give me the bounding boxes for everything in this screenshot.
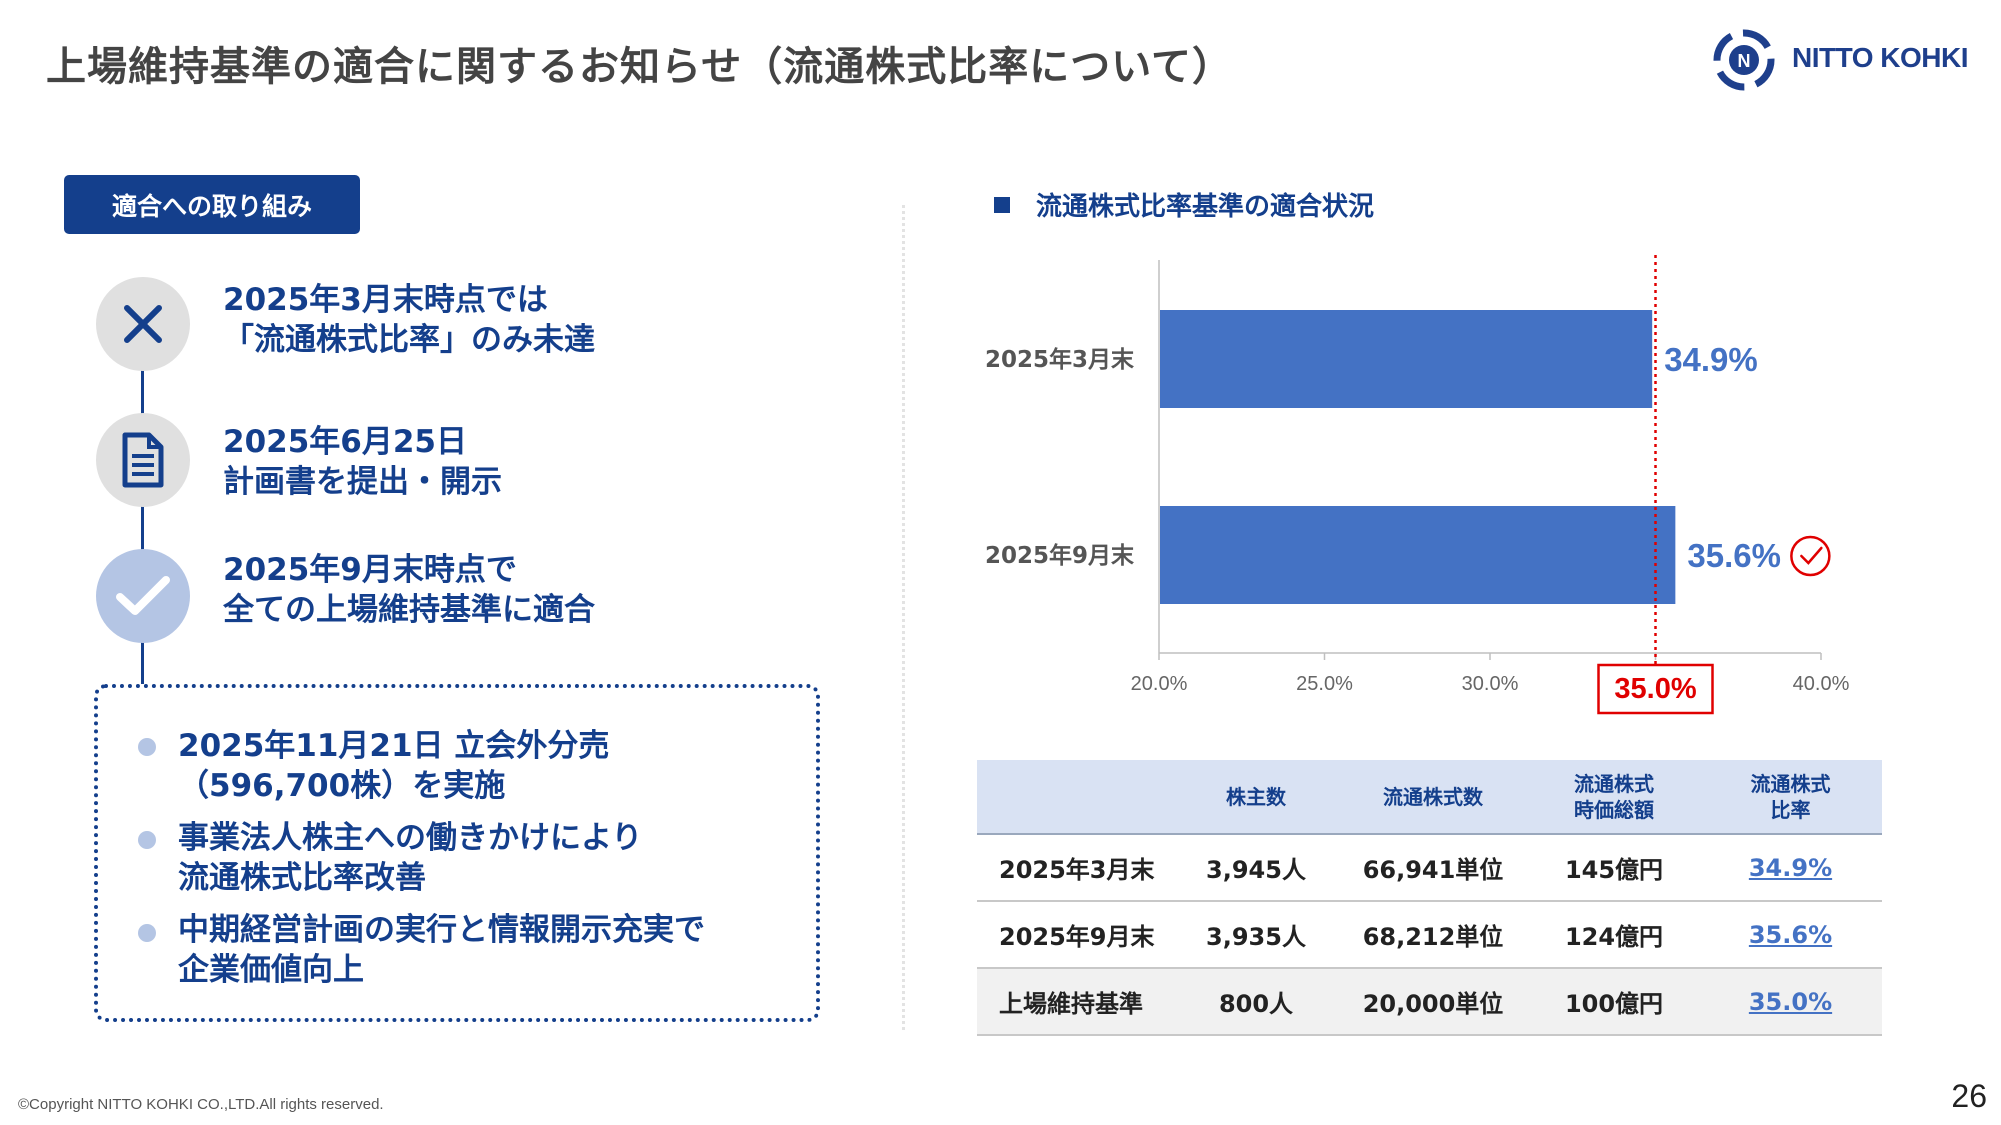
compliance-check-icon (1790, 535, 1831, 577)
bar (1160, 506, 1676, 604)
step-1-line-2: 「流通株式比率」のみ未達 (223, 322, 595, 358)
bullet-dot (138, 738, 156, 756)
category-label: 2025年3月末 (985, 346, 1135, 373)
table-row: 2025年3月末 3,945人 66,941単位 145億円 34.9% (977, 834, 1882, 902)
category-label: 2025年9月末 (985, 542, 1135, 569)
threshold-label-box (1597, 663, 1714, 715)
threshold-label: 35.0% (1614, 673, 1696, 705)
table-cell: 145億円 (1529, 834, 1699, 902)
document-icon (122, 432, 164, 488)
bullet-1-line-2: （596,700株）を実施 (178, 768, 506, 804)
x-tick-label: 20.0% (1131, 673, 1188, 695)
ratio-bar-chart: 20.0% 25.0% 30.0% 40.0% 2025年3月末 34.9% 2025年9月… (985, 255, 1850, 715)
step-3-line-2: 全ての上場維持基準に適合 (223, 592, 595, 628)
page-title: 上場維持基準の適合に関するお知らせ（流通株式比率について） (46, 44, 1233, 90)
actions-box: 2025年11月21日 立会外分売 （596,700株）を実施 事業法人株主への… (94, 684, 820, 1022)
step-2-line-2: 計画書を提出・開示 (223, 464, 502, 500)
x-tick-label: 25.0% (1296, 673, 1353, 695)
bullet-dot (138, 924, 156, 942)
table-cell: 800人 (1175, 968, 1337, 1036)
step-1-line-1: 2025年3月末時点では (223, 282, 548, 318)
column-divider (902, 205, 905, 1030)
step-3-badge (96, 549, 190, 643)
section-tag: 適合への取り組み (64, 175, 360, 234)
listing-criteria-table: 株主数 流通株式数 流通株式 時価総額 流通株式 比率 2025年3月末 3,945… (977, 760, 1882, 1036)
table-header-empty (977, 760, 1175, 835)
bar (1160, 310, 1653, 408)
table-header: 流通株式 比率 (1699, 760, 1882, 835)
table-header-row: 株主数 流通株式数 流通株式 時価総額 流通株式 比率 (977, 760, 1882, 835)
value-label: 35.6% (1687, 537, 1781, 574)
table-cell: 2025年3月末 (977, 834, 1175, 902)
table-cell: 124億円 (1529, 901, 1699, 969)
bullet-2-line-1: 事業法人株主への働きかけにより (178, 820, 643, 856)
page-number: 26 (1951, 1078, 1987, 1114)
table-header: 流通株式数 (1337, 760, 1529, 835)
table-cell: 20,000単位 (1337, 968, 1529, 1036)
value-label: 34.9% (1664, 341, 1758, 378)
logo-mark-icon: N (1713, 29, 1775, 91)
timeline-line (141, 330, 144, 685)
table-cell: 2025年9月末 (977, 901, 1175, 969)
table-row: 2025年9月末 3,935人 68,212単位 124億円 35.6% (977, 901, 1882, 969)
step-2-badge (96, 413, 190, 507)
table-cell: 3,935人 (1175, 901, 1337, 969)
bullet-2-line-2: 流通株式比率改善 (178, 860, 426, 896)
table-cell: 66,941単位 (1337, 834, 1529, 902)
ratio-link[interactable]: 34.9% (1699, 834, 1882, 902)
chart-title: 流通株式比率基準の適合状況 (994, 186, 1374, 223)
bullet-3-line-1: 中期経営計画の実行と情報開示充実で (178, 912, 705, 948)
table-header: 株主数 (1175, 760, 1337, 835)
step-3-line-1: 2025年9月末時点で (223, 552, 517, 588)
bullet-3-text: 中期経営計画の実行と情報開示充実で 企業価値向上 (178, 910, 705, 990)
table-row: 上場維持基準 800人 20,000単位 100億円 35.0% (977, 968, 1882, 1036)
x-tick-label: 40.0% (1793, 673, 1850, 695)
step-1-text: 2025年3月末時点では 「流通株式比率」のみ未達 (223, 280, 595, 360)
bullet-1-text: 2025年11月21日 立会外分売 （596,700株）を実施 (178, 726, 609, 806)
step-3-text: 2025年9月末時点で 全ての上場維持基準に適合 (223, 550, 595, 630)
x-icon (124, 305, 162, 343)
table-cell: 68,212単位 (1337, 901, 1529, 969)
svg-text:N: N (1738, 51, 1751, 71)
ratio-link[interactable]: 35.6% (1699, 901, 1882, 969)
copyright-text: ©Copyright NITTO KOHKI CO.,LTD.All right… (18, 1096, 384, 1113)
bullet-1-line-1: 2025年11月21日 立会外分売 (178, 728, 610, 764)
chart-title-text: 流通株式比率基準の適合状況 (1036, 192, 1375, 222)
table-cell: 3,945人 (1175, 834, 1337, 902)
check-mark-icon (1800, 546, 1823, 565)
square-bullet-icon (994, 197, 1010, 213)
company-logo: N NITTO KOHKI (1712, 28, 1974, 92)
table-header: 流通株式 時価総額 (1529, 760, 1699, 835)
table-cell: 100億円 (1529, 968, 1699, 1036)
bullet-3-line-2: 企業価値向上 (178, 952, 364, 988)
step-2-line-1: 2025年6月25日 (223, 424, 467, 460)
bullet-dot (138, 831, 156, 849)
x-tick-label: 30.0% (1462, 673, 1519, 695)
step-1-badge (96, 277, 190, 371)
ratio-link[interactable]: 35.0% (1699, 968, 1882, 1036)
logo-text: NITTO KOHKI (1792, 42, 1968, 73)
bullet-2-text: 事業法人株主への働きかけにより 流通株式比率改善 (178, 818, 642, 898)
check-icon (116, 576, 170, 615)
table-cell: 上場維持基準 (977, 968, 1175, 1036)
step-2-text: 2025年6月25日 計画書を提出・開示 (223, 422, 502, 502)
